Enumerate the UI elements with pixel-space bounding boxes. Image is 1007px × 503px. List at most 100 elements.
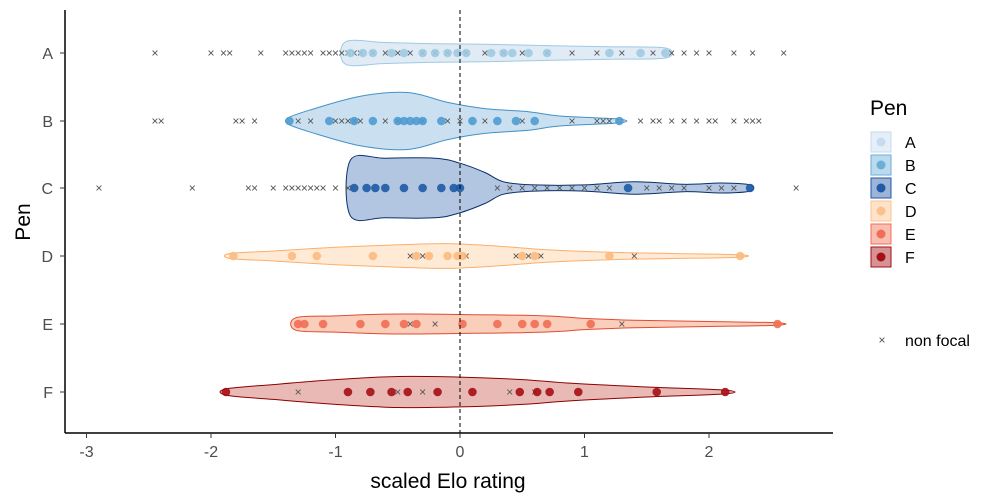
focal-point-B-11 [493, 116, 502, 126]
x-tick-label-5: 2 [705, 444, 714, 461]
nonfocal-point-B-2 [233, 118, 239, 124]
nonfocal-point-A-30 [594, 50, 600, 56]
nonfocal-point-F-0 [295, 389, 301, 395]
focal-point-B-12 [511, 116, 521, 126]
nonfocal-point-C-8 [301, 185, 308, 191]
focal-point-E-4 [381, 319, 390, 329]
x-tick-label-1: -2 [204, 444, 218, 461]
legend-key-point-F [876, 252, 886, 262]
focal-point-E-5 [399, 319, 409, 329]
focal-point-B-9 [437, 116, 446, 126]
nonfocal-point-B-11 [357, 118, 364, 124]
focal-point-F-6 [468, 387, 477, 397]
focal-point-E-13 [773, 319, 782, 329]
focal-point-E-12 [586, 319, 596, 329]
focal-point-E-11 [542, 319, 552, 329]
focal-point-D-11 [605, 251, 614, 261]
focal-point-F-7 [515, 387, 525, 397]
nonfocal-point-B-21 [600, 118, 606, 124]
nonfocal-point-A-34 [681, 50, 687, 56]
focal-point-D-9 [517, 251, 527, 261]
legend-key-point-A [876, 137, 886, 147]
legend-label-E: E [905, 227, 916, 244]
focal-point-A-3 [387, 48, 396, 58]
focal-point-F-12 [720, 387, 730, 397]
nonfocal-point-B-20 [594, 118, 600, 124]
nonfocal-point-C-24 [644, 185, 650, 191]
focal-point-C-1 [362, 183, 371, 193]
nonfocal-point-A-5 [282, 50, 289, 56]
nonfocal-point-C-7 [295, 185, 301, 191]
focal-point-B-10 [468, 116, 477, 126]
nonfocal-point-C-16 [519, 185, 525, 191]
focal-point-A-1 [358, 48, 368, 58]
nonfocal-point-C-20 [569, 185, 575, 191]
nonfocal-point-B-34 [756, 118, 762, 124]
focal-point-F-3 [387, 387, 396, 397]
focal-point-A-17 [661, 48, 670, 58]
nonfocal-point-B-5 [295, 118, 301, 124]
focal-point-D-2 [312, 251, 322, 261]
nonfocal-point-B-0 [152, 118, 158, 124]
nonfocal-point-C-30 [731, 185, 737, 191]
nonfocal-point-B-33 [749, 118, 756, 124]
nonfocal-point-A-29 [569, 50, 575, 56]
x-tick-label-2: -1 [328, 444, 342, 461]
focal-point-D-4 [412, 251, 421, 261]
nonfocal-point-C-3 [251, 185, 258, 191]
focal-point-C-2 [371, 183, 380, 193]
focal-point-E-6 [412, 319, 421, 329]
focal-point-F-0 [221, 387, 231, 397]
focal-point-F-1 [343, 387, 353, 397]
focal-point-D-10 [530, 251, 539, 261]
focal-point-B-7 [412, 116, 421, 126]
nonfocal-point-C-0 [96, 185, 102, 191]
focal-point-F-11 [652, 387, 662, 397]
focal-point-E-0 [293, 319, 303, 329]
focal-point-A-9 [461, 48, 471, 58]
nonfocal-point-B-28 [693, 118, 700, 124]
focal-point-C-0 [349, 183, 359, 193]
nonfocal-point-A-18 [382, 50, 389, 56]
nonfocal-point-B-9 [345, 118, 351, 124]
nonfocal-point-F-2 [419, 389, 426, 395]
focal-point-A-16 [636, 48, 645, 58]
focal-point-E-3 [356, 319, 365, 329]
nonfocal-point-E-0 [407, 321, 413, 327]
nonfocal-point-C-14 [494, 185, 501, 191]
nonfocal-point-D-3 [513, 253, 519, 259]
nonfocal-point-B-27 [681, 118, 687, 124]
nonfocal-point-A-13 [339, 50, 345, 56]
nonfocal-point-A-25 [482, 50, 488, 56]
x-tick-label-3: 0 [456, 444, 465, 461]
nonfocal-point-C-2 [245, 185, 252, 191]
nonfocal-point-A-39 [780, 50, 787, 56]
nonfocal-point-C-1 [189, 185, 196, 191]
focal-point-B-0 [285, 116, 294, 126]
nonfocal-point-E-1 [432, 321, 438, 327]
nonfocal-point-A-11 [326, 50, 332, 56]
nonfocal-point-C-11 [320, 185, 326, 191]
legend-key-point-B [876, 160, 886, 170]
nonfocal-point-B-7 [332, 118, 339, 124]
nonfocal-point-A-0 [152, 50, 158, 56]
nonfocal-point-B-17 [482, 118, 488, 124]
focal-point-E-2 [318, 319, 328, 329]
focal-point-B-5 [399, 116, 409, 126]
nonfocal-point-C-18 [544, 185, 550, 191]
nonfocal-point-D-0 [407, 253, 413, 259]
nonfocal-point-A-31 [619, 50, 625, 56]
nonfocal-point-B-1 [158, 118, 164, 124]
nonfocal-point-A-36 [706, 50, 712, 56]
y-tick-label-E: E [42, 317, 53, 334]
legend-label-nonfocal: non focal [905, 333, 970, 350]
focal-point-A-8 [453, 48, 462, 58]
focal-point-D-12 [735, 251, 745, 261]
nonfocal-point-C-29 [718, 185, 725, 191]
focal-point-C-7 [449, 183, 459, 193]
focal-point-A-13 [524, 48, 533, 58]
nonfocal-point-C-31 [793, 185, 799, 191]
legend-label-F: F [905, 250, 915, 267]
focal-point-F-5 [433, 387, 442, 397]
